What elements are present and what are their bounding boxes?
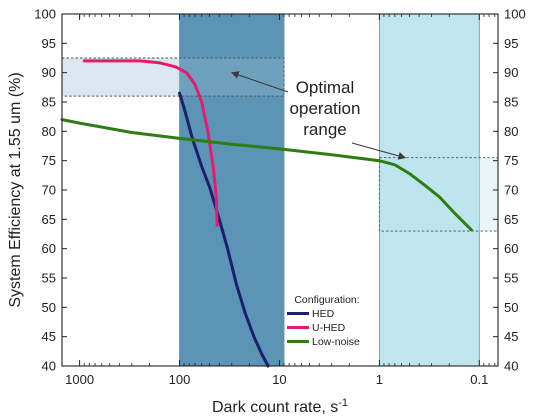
y-tick-label-left-80: 80	[42, 124, 56, 139]
annotation-layer: Optimal operation range	[231, 71, 407, 160]
y-tick-label-right-55: 55	[504, 271, 518, 286]
y-tick-label-left-55: 55	[42, 271, 56, 286]
y-tick-label-left-65: 65	[42, 212, 56, 227]
y-tick-label-right-75: 75	[504, 153, 518, 168]
x-tick-label-2: 10	[272, 372, 286, 387]
legend-item-1: HED	[312, 308, 335, 320]
x-axis-title: Dark count rate, s-1	[212, 397, 348, 416]
annotation-arrow-2	[351, 142, 407, 160]
legend-item-2: U-HED	[312, 322, 346, 334]
annotation-arrow-1	[231, 71, 289, 93]
legend-item-3: Low-noise	[312, 336, 360, 348]
annotation-line-1: Optimal	[296, 78, 355, 97]
y-tick-label-left-90: 90	[42, 65, 56, 80]
annotation-line-2: operation	[290, 99, 361, 118]
y-tick-label-left-100: 100	[34, 7, 56, 22]
series-line-low-noise	[60, 118, 473, 232]
axes	[61, 13, 499, 367]
series-line-u-hed	[82, 59, 219, 227]
legend: Configuration: HED U-HED Low-noise	[287, 294, 360, 348]
y-tick-label-left-45: 45	[42, 329, 56, 344]
x-tick-label-3: 1	[376, 372, 383, 387]
series-layer	[60, 59, 473, 368]
y-tick-label-right-50: 50	[504, 300, 518, 315]
y-axis-title: System Efficiency at 1.55 um (%)	[7, 72, 24, 307]
y-tick-label-right-45: 45	[504, 329, 518, 344]
series-line-hed	[178, 91, 270, 368]
dashed-box-2	[378, 157, 499, 232]
y-tick-label-right-60: 60	[504, 241, 518, 256]
y-tick-label-left-85: 85	[42, 95, 56, 110]
y-tick-label-left-60: 60	[42, 241, 56, 256]
x-axis-title-main: Dark count rate, s	[212, 399, 338, 416]
y-tick-label-right-40: 40	[504, 359, 518, 374]
legend-title: Configuration:	[294, 294, 359, 306]
x-tick-label-1: 100	[169, 372, 191, 387]
y-tick-label-left-75: 75	[42, 153, 56, 168]
dashed-box-1	[61, 57, 285, 97]
y-tick-label-left-70: 70	[42, 183, 56, 198]
y-tick-label-left-95: 95	[42, 36, 56, 51]
y-tick-label-right-80: 80	[504, 124, 518, 139]
y-tick-label-left-40: 40	[42, 359, 56, 374]
y-tick-label-right-90: 90	[504, 65, 518, 80]
y-tick-label-right-85: 85	[504, 95, 518, 110]
axis-labels: 40 40 45 45 50 50 55 55 60 60 65 65 70 70 75 75 80 80 85 85…	[7, 7, 526, 417]
y-tick-label-left-50: 50	[42, 300, 56, 315]
x-axis-title-superscript: -1	[338, 397, 348, 409]
y-tick-label-right-65: 65	[504, 212, 518, 227]
dashed-boxes	[61, 57, 499, 232]
x-tick-label-0: 1000	[65, 372, 94, 387]
y-tick-label-right-100: 100	[504, 7, 526, 22]
x-tick-label-4: 0.1	[470, 372, 488, 387]
y-tick-label-right-95: 95	[504, 36, 518, 51]
y-tick-label-right-70: 70	[504, 183, 518, 198]
annotation-line-3: range	[303, 120, 346, 139]
